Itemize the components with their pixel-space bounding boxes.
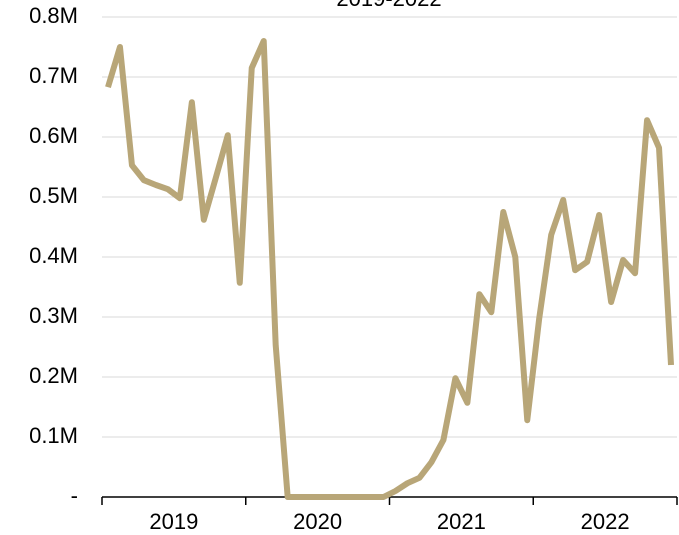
y-tick-label: 0.7M: [29, 63, 78, 88]
line-series: [105, 38, 675, 500]
y-tick-label: 0.2M: [29, 363, 78, 388]
x-tick-label: 2022: [581, 509, 630, 534]
y-tick-label: 0.1M: [29, 423, 78, 448]
chart-title: 2019-2022: [336, 0, 441, 11]
y-tick-label: 0.5M: [29, 183, 78, 208]
y-tick-label: 0.4M: [29, 243, 78, 268]
y-tick-label: -: [71, 483, 78, 508]
y-tick-label: 0.8M: [29, 3, 78, 28]
x-tick-label: 2021: [437, 509, 486, 534]
y-tick-label: 0.6M: [29, 123, 78, 148]
x-tick-label: 2019: [149, 509, 198, 534]
y-tick-label: 0.3M: [29, 303, 78, 328]
x-tick-label: 2020: [293, 509, 342, 534]
